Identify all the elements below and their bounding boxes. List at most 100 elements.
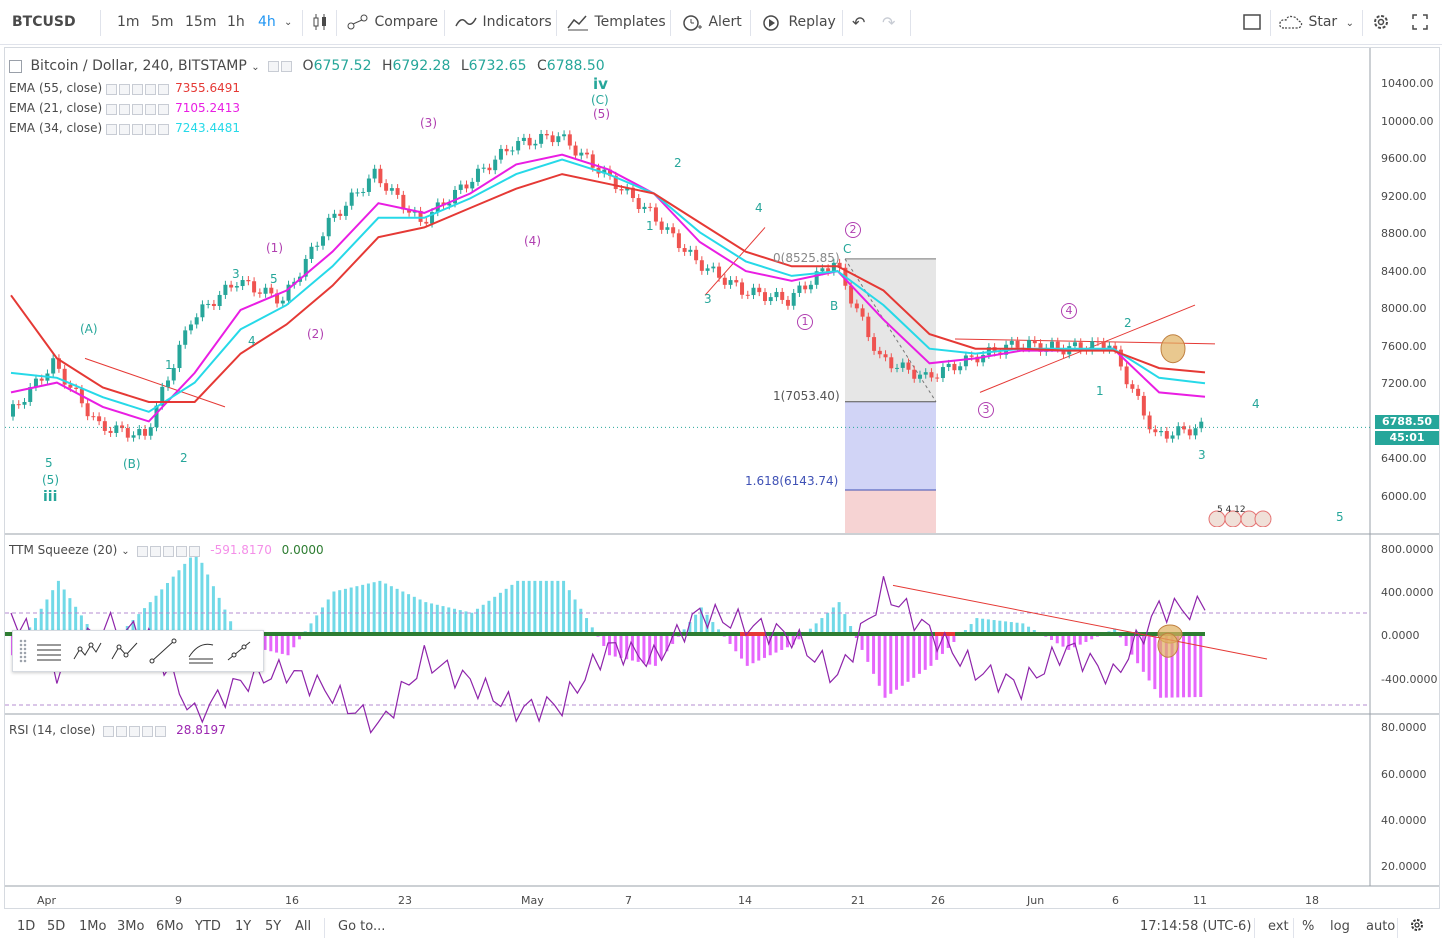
chevron-down-icon[interactable]: ⌄ [121,546,130,557]
fib-level-1: 1(7053.40) [773,389,840,403]
ttm-bar [986,619,990,634]
fib-levels-icon[interactable] [33,635,65,667]
ttm-bar [309,623,313,634]
candle-body [1124,366,1129,385]
ttm-bar [808,628,812,634]
candle-body [102,421,107,431]
chevron-down-icon[interactable]: ⌄ [284,17,293,28]
chevron-down-icon[interactable]: ⌄ [251,62,260,73]
range-5d[interactable]: 5D [47,919,66,934]
price-tick: 7600.00 [1381,340,1427,353]
candle-body [877,350,882,355]
rsi-line [10,576,1206,734]
last-price-tag: 6788.50 [1375,415,1439,429]
replay-label: Replay [788,14,836,30]
symbol-title[interactable]: Bitcoin / Dollar, 240, BITSTAMP [30,58,247,74]
elliott-correction-icon[interactable] [109,635,141,667]
candle-body [378,168,383,184]
templates-button[interactable]: Templates [566,0,666,45]
ttm-bar [338,590,342,634]
settings-button[interactable] [1408,916,1426,938]
range-ytd[interactable]: YTD [195,919,221,934]
drawing-toolbar[interactable] [12,630,264,672]
ttm-value-2: 0.0000 [281,543,324,557]
drag-handle[interactable] [19,639,27,663]
candle-body [143,429,148,436]
elliott-impulse-icon[interactable] [71,635,103,667]
ttm-bar [510,584,514,634]
collapse-icon[interactable] [9,59,22,73]
ttm-bar [642,634,646,664]
ema55-line [10,173,1206,403]
candle-body [717,266,722,278]
range-3mo[interactable]: 3Mo [117,919,145,934]
trend-line [84,357,226,408]
clock-readout[interactable]: 17:14:58 (UTC-6) [1140,919,1252,934]
events-badge[interactable]: 5 4 12 [1203,505,1275,528]
ttm-bar [734,634,738,652]
star-button[interactable]: Star ⌄ [1278,0,1354,45]
candle-body [648,206,653,208]
goto-button[interactable]: Go to... [338,919,386,934]
ray-icon[interactable] [223,635,255,667]
interval-1m[interactable]: 1m [117,14,140,30]
candle-body [745,294,750,296]
candle-body [889,357,894,369]
ttm-bar [527,580,531,634]
ttm-bar [194,551,198,634]
layout-button[interactable] [1242,0,1262,45]
candles-icon[interactable] [312,0,328,45]
interval-4h[interactable]: 4h [258,14,276,30]
legend-buttons[interactable] [106,122,171,136]
ttm-bar [1159,634,1163,698]
ttm-label[interactable]: TTM Squeeze (20) [9,543,118,557]
ttm-bar [745,634,749,666]
percent-toggle[interactable]: % [1302,919,1315,934]
trend-line-icon[interactable] [147,635,179,667]
legend-buttons[interactable] [137,544,202,558]
range-1d[interactable]: 1D [17,919,36,934]
ttm-bar [1004,621,1008,634]
ttm-bar [872,634,876,674]
rsi-label[interactable]: RSI (14, close) [9,723,96,737]
range-1mo[interactable]: 1Mo [79,919,107,934]
ema34-label[interactable]: EMA (34, close) [9,121,103,135]
auto-toggle[interactable]: auto [1366,919,1396,934]
ext-toggle[interactable]: ext [1268,919,1289,934]
range-1y[interactable]: 1Y [235,919,252,934]
chart-container[interactable]: Bitcoin / Dollar, 240, BITSTAMP ⌄ O6757.… [4,47,1440,909]
candle-body [51,358,56,374]
legend-buttons[interactable] [106,82,171,96]
candle-body [1113,345,1118,350]
legend-buttons[interactable] [103,724,168,738]
candle-body [114,425,119,433]
log-toggle[interactable]: log [1330,919,1350,934]
legend-buttons[interactable] [106,102,171,116]
settings-button[interactable] [1370,0,1392,45]
replay-button[interactable]: Replay [760,0,836,45]
redo-icon[interactable]: ↷ [882,13,896,32]
candle-body [165,380,170,387]
compare-button[interactable]: Compare [346,0,438,45]
ttm-bar [613,634,617,657]
interval-1h[interactable]: 1h [227,14,245,30]
divider [302,10,303,36]
symbol-search[interactable]: BTCUSD [12,14,76,30]
chart-canvas[interactable] [5,48,1439,908]
alert-button[interactable]: Alert [680,0,742,45]
candle-body [590,154,595,168]
range-5y[interactable]: 5Y [265,919,282,934]
range-all[interactable]: All [295,919,312,934]
range-6mo[interactable]: 6Mo [156,919,184,934]
time-tick: 6 [1112,894,1119,907]
interval-5m[interactable]: 5m [151,14,174,30]
indicators-label: Indicators [482,14,552,30]
legend-buttons[interactable] [268,58,294,74]
interval-15m[interactable]: 15m [185,14,217,30]
ema21-label[interactable]: EMA (21, close) [9,101,103,115]
fib-fan-icon[interactable] [185,635,217,667]
undo-icon[interactable]: ↶ [852,13,866,32]
fullscreen-button[interactable] [1410,0,1430,45]
ema55-label[interactable]: EMA (55, close) [9,81,103,95]
indicators-button[interactable]: Indicators [454,0,552,45]
